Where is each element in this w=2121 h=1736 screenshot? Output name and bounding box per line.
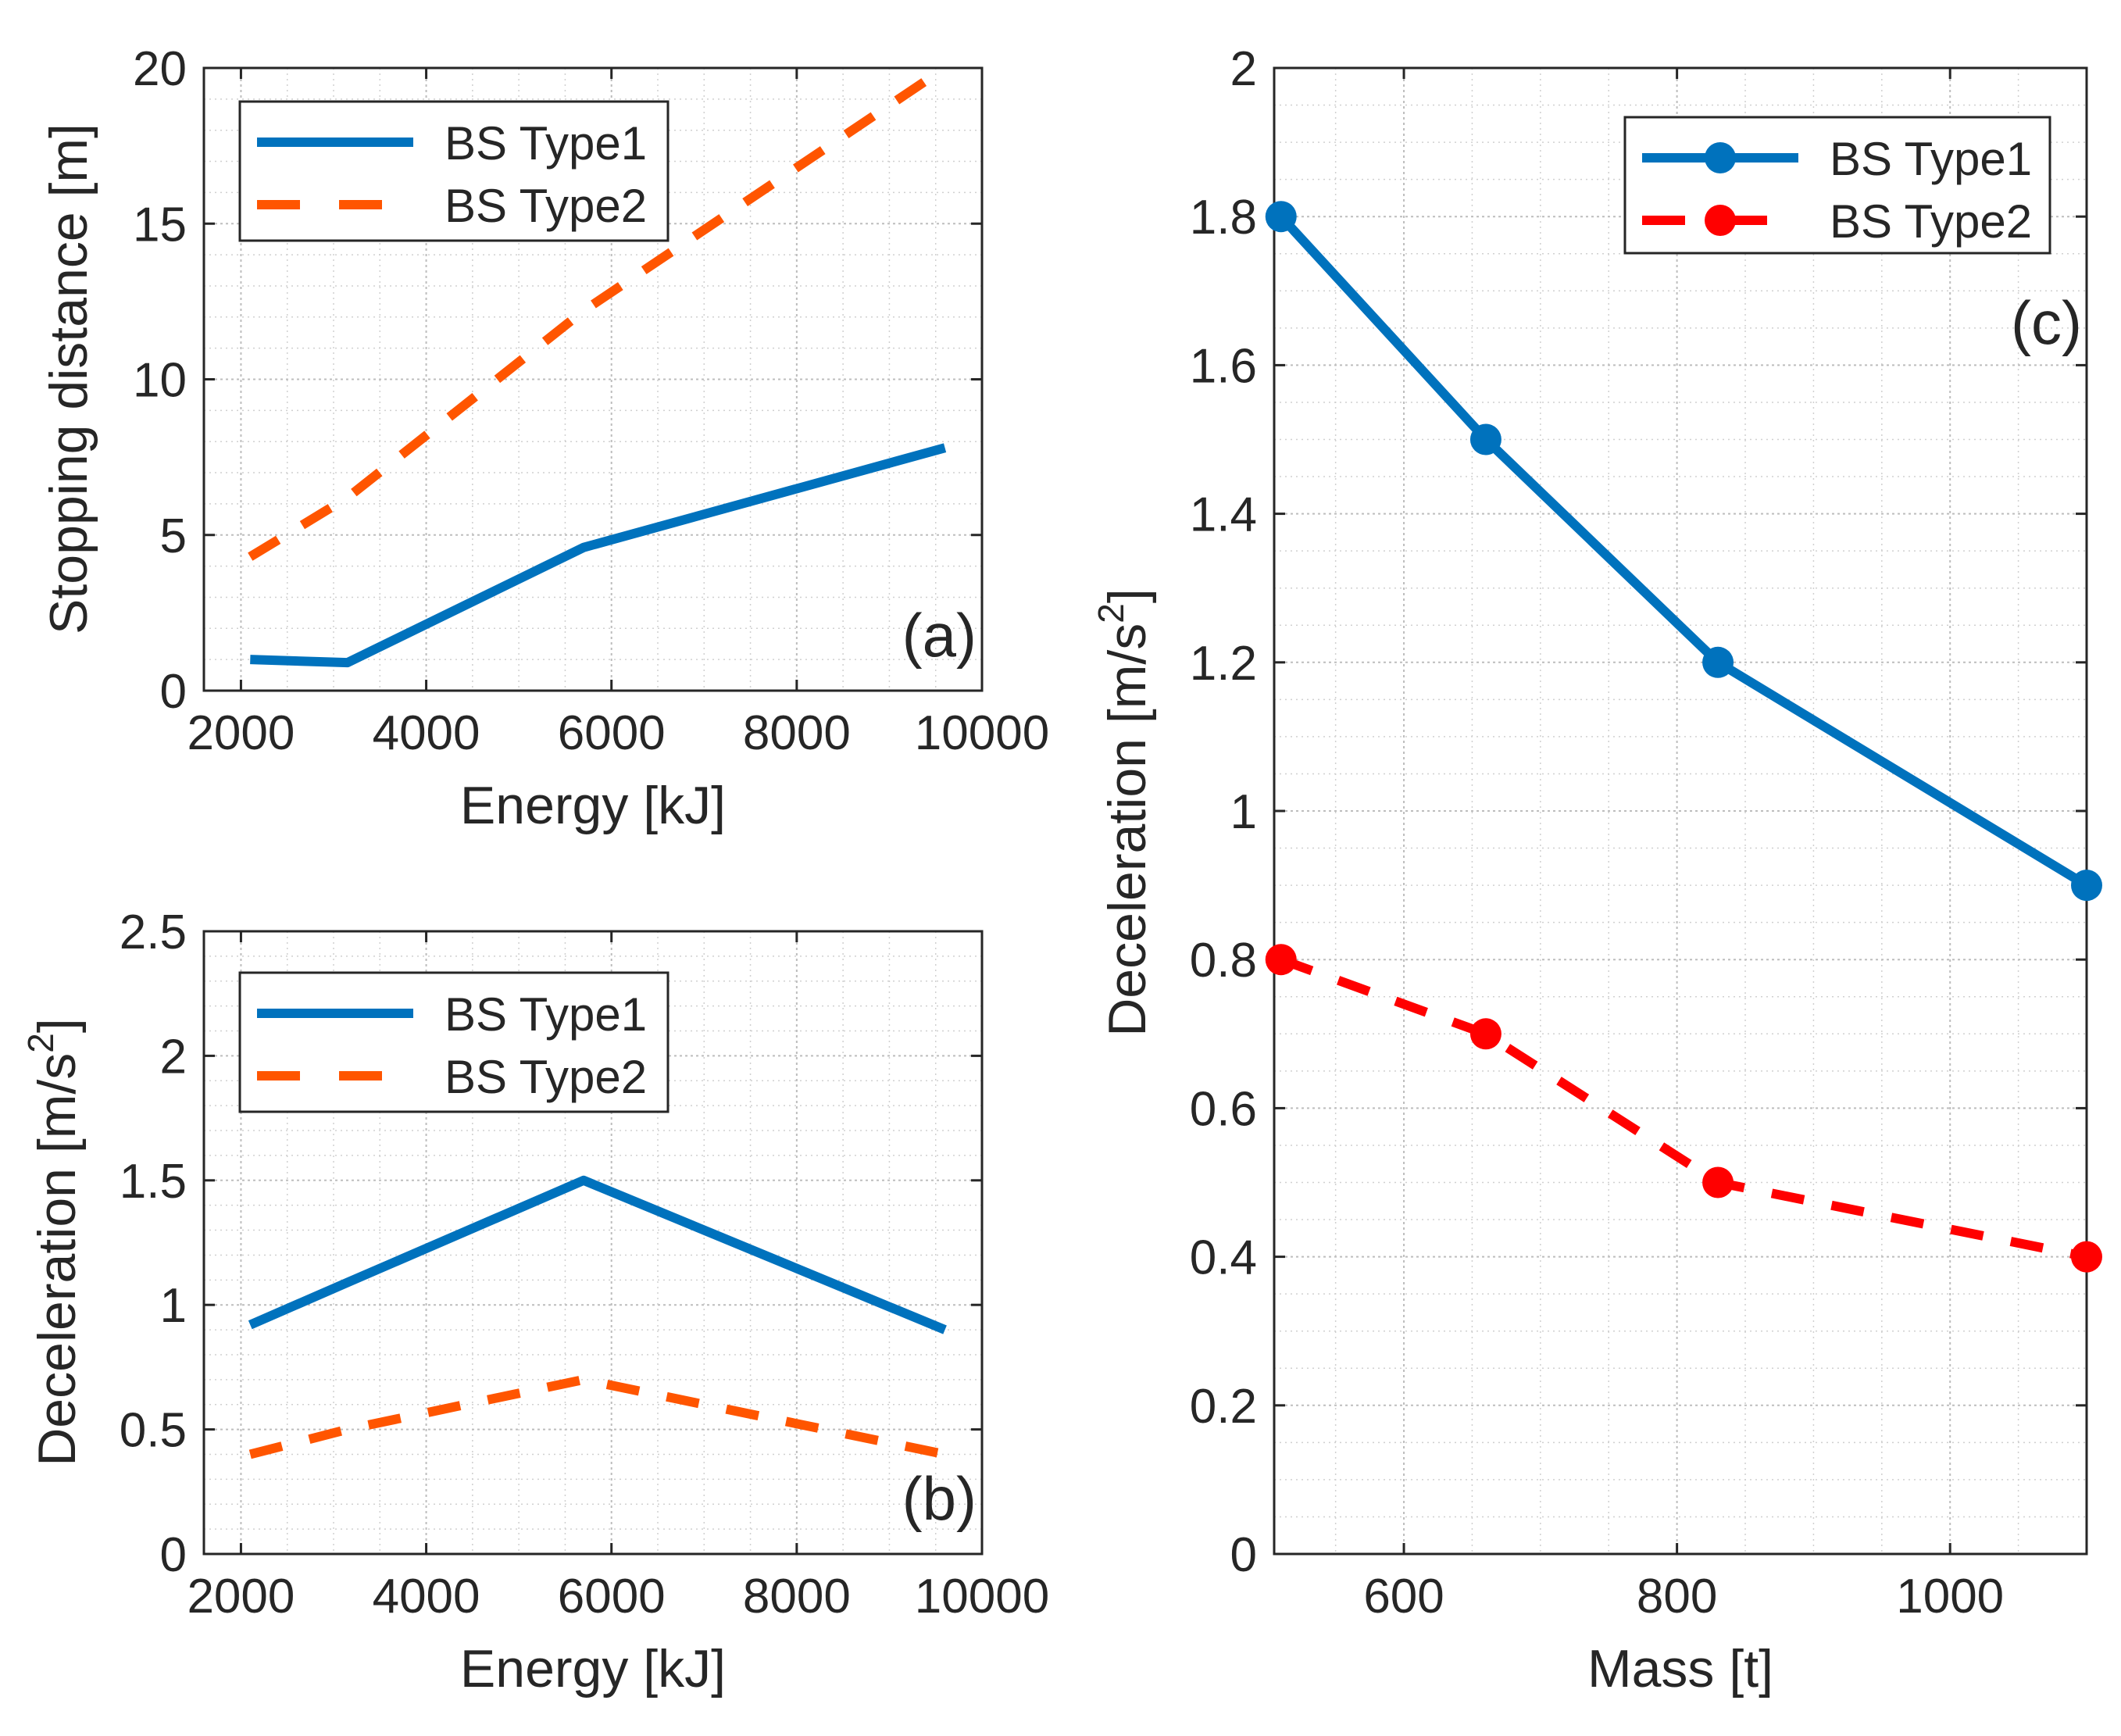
legend-entry-label: BS Type1 xyxy=(445,988,647,1041)
y-axis-label: Stopping distance [m] xyxy=(39,123,98,634)
panel-b: 2000 4000 6000 8000 10000 0 0.5 1 1.5 2 2.5 Energy … xyxy=(20,906,1049,1698)
y-tick-label: 2.5 xyxy=(120,906,187,959)
y-tick-label: 1.4 xyxy=(1190,488,1257,542)
panel-label: (c) xyxy=(2011,288,2082,357)
series-line-1 xyxy=(250,443,947,668)
x-tick-label: 2000 xyxy=(187,1570,295,1623)
legend-entry-label: BS Type2 xyxy=(445,180,647,232)
y-tick-label: 1.8 xyxy=(1190,191,1257,245)
y-tick-label: 1.6 xyxy=(1190,339,1257,393)
legend: BS Type1 BS Type2 xyxy=(238,100,670,242)
panel-label: (a) xyxy=(902,601,977,670)
legend-marker xyxy=(1705,205,1736,236)
y-tick-label: 2 xyxy=(1230,42,1257,96)
x-tick-label: 2000 xyxy=(187,706,295,760)
legend-box xyxy=(238,100,670,242)
legend-box xyxy=(238,971,670,1113)
legend-entry-label: BS Type2 xyxy=(1830,195,2032,248)
y-tick-label: 1.2 xyxy=(1190,637,1257,691)
x-tick-label: 6000 xyxy=(558,706,666,760)
x-tick-label: 8000 xyxy=(743,1570,851,1623)
legend: BS Type1 BS Type2 xyxy=(1623,116,2051,255)
data-point-marker xyxy=(2071,1241,2102,1273)
y-tick-label: 0 xyxy=(160,1528,187,1582)
legend-entry-label: BS Type1 xyxy=(445,117,647,170)
panel-a: 2000 4000 6000 8000 10000 0 5 10 15 20 Energy [kJ]… xyxy=(39,42,1049,835)
superscript: 2 xyxy=(20,1033,61,1053)
bracket: ] xyxy=(1098,588,1157,603)
legend-box xyxy=(1623,116,2051,255)
axes-box xyxy=(1273,66,2088,1556)
bracket: ] xyxy=(27,1018,87,1033)
y-tick-label: 10 xyxy=(133,354,187,408)
x-tick-label: 4000 xyxy=(373,706,480,760)
x-tick-label: 800 xyxy=(1637,1570,1717,1623)
data-point-marker xyxy=(1469,423,1501,455)
panel-c: 600 800 1000 0 0.2 0.4 0.6 0.8 1 1.2 1.4 1.6 1.8 2 Mas… xyxy=(1091,42,2102,1698)
y-tick-label: 0.5 xyxy=(120,1404,187,1458)
superscript: 2 xyxy=(1091,603,1131,623)
y-tick-label: 0.8 xyxy=(1190,934,1257,988)
y-tick-label: 1 xyxy=(160,1279,187,1333)
x-tick-label: 10000 xyxy=(915,1570,1049,1623)
x-tick-label: 1000 xyxy=(1896,1570,2004,1623)
y-tick-label: 0 xyxy=(160,665,187,719)
data-point-marker xyxy=(1702,646,1734,678)
series-line-2 xyxy=(248,64,948,561)
y-tick-label: 15 xyxy=(133,198,187,252)
panel-label: (b) xyxy=(902,1464,977,1533)
x-axis-label: Energy [kJ] xyxy=(460,776,726,835)
y-tick-label: 0 xyxy=(1230,1528,1257,1582)
y-tick-label: 0.2 xyxy=(1190,1380,1257,1434)
y-tick-label: 0.4 xyxy=(1190,1231,1257,1285)
y-axis-label: Deceleration [m/s2] xyxy=(1091,588,1157,1037)
x-tick-label: 600 xyxy=(1363,1570,1444,1623)
y-tick-label: 1.5 xyxy=(120,1155,187,1209)
data-point-marker xyxy=(1469,1018,1501,1050)
x-axis-label: Mass [t] xyxy=(1587,1639,1773,1698)
y-axis-label: Deceleration [m/s2] xyxy=(20,1018,87,1466)
series-line-1 xyxy=(248,1175,947,1334)
data-point-marker xyxy=(1702,1166,1734,1198)
axes-box xyxy=(202,930,984,1556)
y-tick-label: 20 xyxy=(133,42,187,96)
x-axis-label: Energy [kJ] xyxy=(460,1639,726,1698)
data-point-marker xyxy=(1265,944,1297,976)
legend: BS Type1 BS Type2 xyxy=(238,971,670,1113)
x-tick-label: 8000 xyxy=(743,706,851,760)
data-point-marker xyxy=(2071,870,2102,902)
x-tick-label: 6000 xyxy=(558,1570,666,1623)
axes-box xyxy=(202,66,984,692)
legend-marker xyxy=(1705,142,1736,173)
x-tick-label: 4000 xyxy=(373,1570,480,1623)
x-tick-label: 10000 xyxy=(915,706,1049,760)
series-line-2 xyxy=(1279,955,2088,1262)
y-tick-label: 2 xyxy=(160,1030,187,1084)
data-point-marker xyxy=(1265,201,1297,233)
y-tick-label: 0.6 xyxy=(1190,1082,1257,1136)
legend-entry-label: BS Type1 xyxy=(1830,133,2032,185)
series-line-1 xyxy=(1277,213,2090,890)
legend-entry-label: BS Type2 xyxy=(445,1051,647,1103)
y-tick-label: 5 xyxy=(160,509,187,563)
y-tick-label: 1 xyxy=(1230,785,1257,839)
